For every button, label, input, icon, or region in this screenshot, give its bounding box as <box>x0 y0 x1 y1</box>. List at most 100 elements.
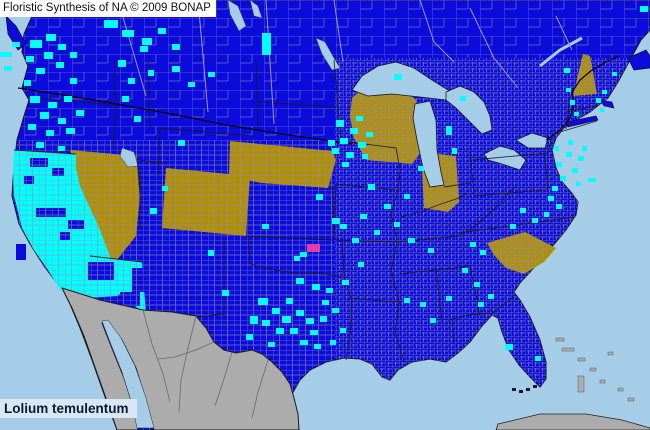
county-marker-present <box>556 204 562 209</box>
county-marker-present <box>548 196 554 201</box>
county-marker-present <box>342 280 349 285</box>
florida-key <box>519 390 523 393</box>
county-marker-present <box>314 344 321 349</box>
county-marker-present <box>148 70 154 76</box>
mexico-land <box>61 287 300 430</box>
cuba <box>495 413 650 430</box>
county-marker-present <box>350 128 358 134</box>
county-marker-present <box>462 268 468 273</box>
county-marker-present <box>588 178 596 182</box>
county-marker-present <box>535 356 541 361</box>
county-marker-present <box>150 208 157 214</box>
county-marker-present <box>48 102 57 108</box>
county-marker-present <box>336 120 344 127</box>
county-marker-present <box>360 214 367 219</box>
county-marker-present <box>394 74 402 80</box>
county-marker-present <box>510 224 516 229</box>
county-marker-present <box>574 112 579 116</box>
cape-cod <box>599 99 615 109</box>
county-marker-present <box>578 156 584 161</box>
county-marker-present <box>470 242 476 247</box>
county-marker-present <box>480 250 486 255</box>
state-borders-east <box>443 96 599 237</box>
county-marker-present <box>208 72 215 77</box>
us-canada-border-east <box>545 55 619 141</box>
mexico-state-borders <box>142 309 269 419</box>
county-marker-present <box>30 40 42 48</box>
county-marker-present <box>128 78 135 84</box>
county-marker-present <box>272 308 280 314</box>
county-marker-present <box>70 78 77 84</box>
county-marker-present <box>276 328 284 334</box>
county-marker-present <box>576 182 581 186</box>
ca-absent-county <box>16 244 26 260</box>
county-marker-present <box>286 298 293 304</box>
us-canada-border-west <box>17 87 353 145</box>
state-borders-west <box>13 57 259 318</box>
county-marker-present <box>178 140 185 146</box>
county-marker-present <box>340 224 347 229</box>
bahamas-island <box>561 347 575 352</box>
lake-erie <box>483 145 527 171</box>
county-marker-present <box>316 194 323 200</box>
county-marker-present <box>505 344 513 350</box>
county-marker-present <box>26 56 34 62</box>
county-marker-present <box>76 110 84 116</box>
county-marker-present <box>66 128 75 134</box>
bahamas-island <box>627 397 635 402</box>
county-marker-present <box>246 334 253 340</box>
county-marker-present <box>560 176 566 181</box>
county-marker-present <box>552 186 558 191</box>
province-borders <box>117 0 573 125</box>
county-marker-present <box>58 118 66 124</box>
county-marker-present <box>568 140 573 145</box>
county-marker-present <box>36 68 45 74</box>
county-marker-present <box>346 152 354 158</box>
great-salt-lake <box>119 147 139 168</box>
county-marker-present <box>320 316 327 322</box>
bahamas-island <box>607 351 614 356</box>
county-marker-present <box>262 320 270 326</box>
county-grid-northwest <box>12 0 335 140</box>
county-grid-northeast-canada <box>335 0 650 58</box>
florida-key <box>526 388 530 391</box>
county-marker-present <box>122 30 134 37</box>
county-marker-present <box>420 302 426 307</box>
county-marker-present <box>36 142 44 148</box>
county-marker-present <box>430 318 436 323</box>
county-marker-present <box>56 62 64 68</box>
county-marker-present <box>46 34 56 41</box>
county-marker-present <box>24 80 31 86</box>
northern-lake <box>249 0 263 19</box>
map-county-marker-layer <box>0 6 648 361</box>
county-marker-present <box>384 204 391 209</box>
county-marker-present <box>172 66 180 72</box>
county-marker-present <box>374 230 380 235</box>
county-marker-present <box>366 132 373 137</box>
county-marker-present <box>142 38 152 45</box>
county-marker-present <box>296 310 304 316</box>
florida-key <box>512 388 516 391</box>
county-marker-present <box>40 112 49 119</box>
county-marker-present <box>0 52 12 57</box>
county-marker-present <box>340 328 346 333</box>
county-marker-present <box>58 44 66 50</box>
county-marker-present <box>222 290 229 296</box>
northern-lake <box>227 0 247 32</box>
county-marker-present <box>566 88 571 92</box>
county-marker-present <box>326 288 333 293</box>
county-marker-present <box>332 148 339 154</box>
long-island <box>565 115 599 128</box>
county-marker-present <box>342 162 349 167</box>
county-marker-present <box>306 318 314 324</box>
lake-ontario <box>515 132 549 149</box>
county-marker-present <box>250 316 258 324</box>
county-marker-present <box>452 148 457 154</box>
county-marker-present <box>582 146 587 151</box>
county-marker-present <box>58 146 65 151</box>
county-marker-present <box>418 166 424 171</box>
county-marker-present <box>158 28 166 34</box>
county-marker-present <box>356 116 363 121</box>
